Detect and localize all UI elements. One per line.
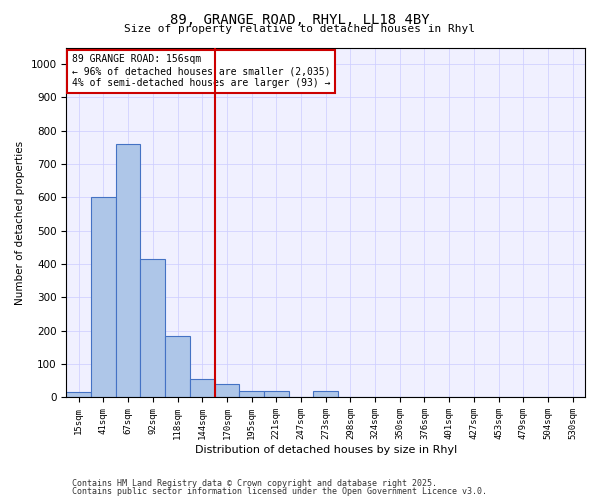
Bar (140, 259, 165, 398)
Text: 89 GRANGE ROAD: 156sqm
← 96% of detached houses are smaller (2,035)
4% of semi-d: 89 GRANGE ROAD: 156sqm ← 96% of detached… (71, 54, 330, 88)
Bar (264, 391, 289, 398)
X-axis label: Distribution of detached houses by size in Rhyl: Distribution of detached houses by size … (194, 445, 457, 455)
Bar (165, 336, 190, 398)
Bar (116, 144, 140, 398)
Text: Contains HM Land Registry data © Crown copyright and database right 2025.: Contains HM Land Registry data © Crown c… (72, 478, 437, 488)
Bar (190, 379, 215, 398)
Bar (313, 391, 338, 398)
Bar (239, 391, 264, 398)
Text: Contains public sector information licensed under the Open Government Licence v3: Contains public sector information licen… (72, 487, 487, 496)
Bar (67, 392, 91, 398)
Y-axis label: Number of detached properties: Number of detached properties (15, 140, 25, 304)
Bar (215, 384, 239, 398)
Text: Size of property relative to detached houses in Rhyl: Size of property relative to detached ho… (125, 24, 476, 34)
Bar (91, 198, 116, 398)
Text: 89, GRANGE ROAD, RHYL, LL18 4BY: 89, GRANGE ROAD, RHYL, LL18 4BY (170, 12, 430, 26)
